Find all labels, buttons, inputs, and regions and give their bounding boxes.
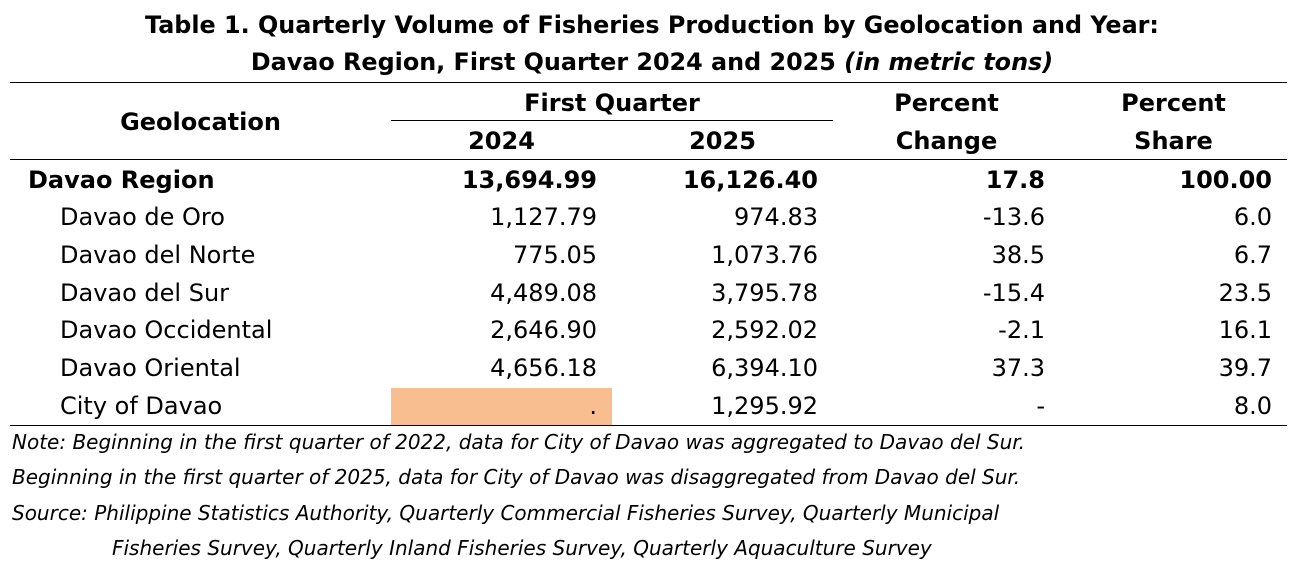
row-2024-davao-oriental: 4,656.18 bbox=[490, 354, 597, 382]
row-2025-davao-del-norte: 1,073.76 bbox=[711, 241, 818, 269]
header-first-quarter: First Quarter bbox=[524, 89, 700, 117]
row-2024-city-of-davao: . bbox=[589, 392, 597, 420]
row-2024-davao-del-norte: 775.05 bbox=[513, 241, 597, 269]
row-geo-davao-del-norte: Davao del Norte bbox=[60, 241, 256, 269]
header-year-2024: 2024 bbox=[468, 127, 535, 155]
header-percent-change-line-2: Change bbox=[895, 127, 998, 155]
row-change-davao-oriental: 37.3 bbox=[991, 354, 1045, 382]
row-2024-davao-region: 13,694.99 bbox=[461, 166, 597, 194]
row-geo-davao-occidental: Davao Occidental bbox=[60, 316, 273, 344]
row-change-davao-del-sur: -15.4 bbox=[982, 279, 1045, 307]
table-title-region: Davao Region, First Quarter 2024 and 202… bbox=[250, 48, 836, 76]
header-year-2025: 2025 bbox=[689, 127, 756, 155]
note-line-2: Beginning in the first quarter of 2025, … bbox=[12, 465, 1021, 489]
header-bottom-rule bbox=[10, 159, 1287, 160]
row-geo-davao-de-oro: Davao de Oro bbox=[60, 203, 225, 231]
note-line-1: Note: Beginning in the first quarter of … bbox=[12, 430, 1026, 454]
row-change-davao-occidental: -2.1 bbox=[998, 316, 1045, 344]
row-change-davao-del-norte: 38.5 bbox=[991, 241, 1045, 269]
row-geo-city-of-davao: City of Davao bbox=[60, 392, 223, 420]
table-title-line-1: Table 1. Quarterly Volume of Fisheries P… bbox=[145, 11, 1159, 39]
row-share-davao-oriental: 39.7 bbox=[1218, 354, 1272, 382]
row-share-davao-occidental: 16.1 bbox=[1218, 316, 1272, 344]
row-2024-davao-del-sur: 4,489.08 bbox=[490, 279, 597, 307]
row-2025-davao-oriental: 6,394.10 bbox=[711, 354, 818, 382]
header-percent-share-line-2: Share bbox=[1134, 127, 1213, 155]
row-geo-davao-oriental: Davao Oriental bbox=[60, 354, 241, 382]
table-top-rule bbox=[10, 82, 1287, 83]
row-2024-davao-de-oro: 1,127.79 bbox=[490, 203, 597, 231]
row-change-davao-de-oro: -13.6 bbox=[982, 203, 1045, 231]
row-geo-davao-del-sur: Davao del Sur bbox=[60, 279, 230, 307]
row-change-davao-region: 17.8 bbox=[985, 166, 1045, 194]
highlight-cell bbox=[391, 388, 612, 425]
row-change-city-of-davao: - bbox=[1036, 392, 1045, 420]
table-title-line-2: Davao Region, First Quarter 2024 and 202… bbox=[0, 44, 1304, 80]
row-2025-city-of-davao: 1,295.92 bbox=[711, 392, 818, 420]
row-share-davao-del-norte: 6.7 bbox=[1233, 241, 1272, 269]
source-line-1: Source: Philippine Statistics Authority,… bbox=[12, 501, 1000, 525]
row-share-davao-del-sur: 23.5 bbox=[1218, 279, 1272, 307]
row-2025-davao-del-sur: 3,795.78 bbox=[711, 279, 818, 307]
row-2025-davao-region: 16,126.40 bbox=[682, 166, 818, 194]
table-bottom-rule bbox=[10, 425, 1287, 426]
source-line-2: Fisheries Survey, Quarterly Inland Fishe… bbox=[112, 536, 932, 560]
table-title-unit: (in metric tons) bbox=[844, 48, 1054, 76]
row-2025-davao-de-oro: 974.83 bbox=[734, 203, 818, 231]
row-share-city-of-davao: 8.0 bbox=[1233, 392, 1272, 420]
header-percent-change-line-1: Percent bbox=[894, 89, 999, 117]
row-share-davao-region: 100.00 bbox=[1179, 166, 1272, 194]
row-2024-davao-occidental: 2,646.90 bbox=[490, 316, 597, 344]
row-geo-davao-region: Davao Region bbox=[28, 166, 215, 194]
first-quarter-underline bbox=[391, 120, 833, 121]
row-2025-davao-occidental: 2,592.02 bbox=[711, 316, 818, 344]
header-geolocation: Geolocation bbox=[120, 108, 281, 136]
row-share-davao-de-oro: 6.0 bbox=[1233, 203, 1272, 231]
header-percent-share-line-1: Percent bbox=[1121, 89, 1226, 117]
